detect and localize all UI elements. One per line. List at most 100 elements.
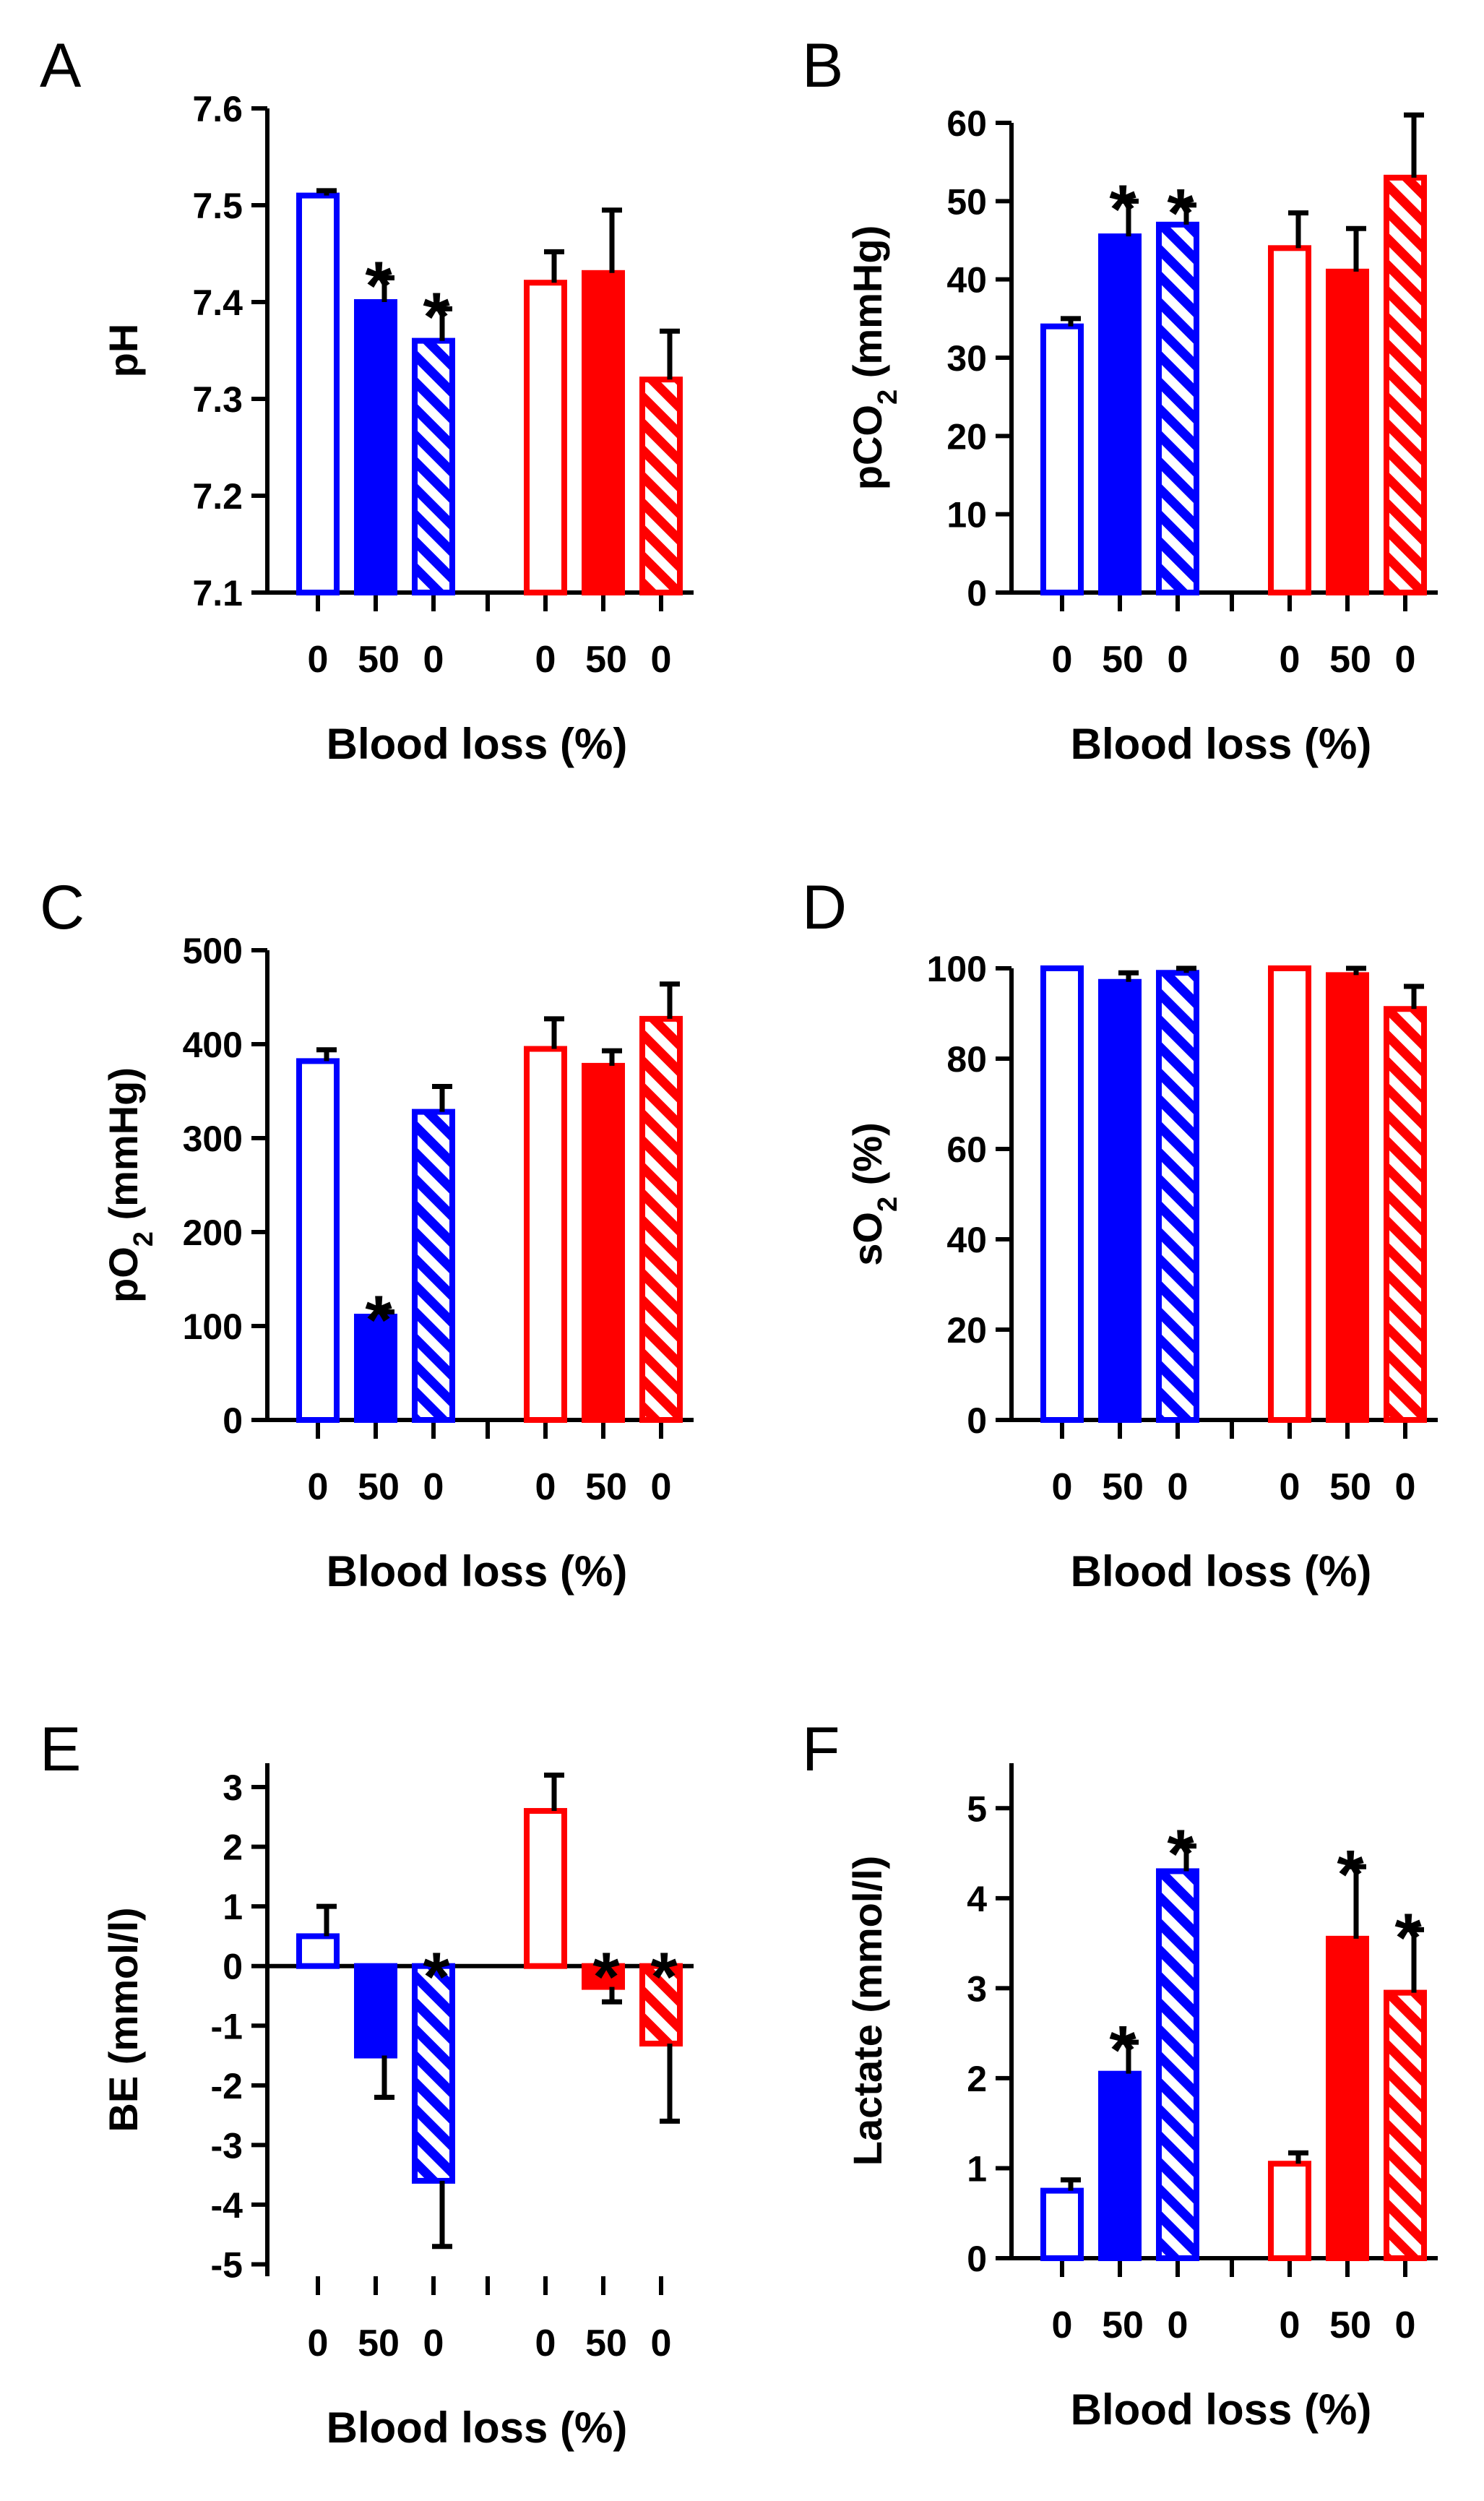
bar-red-baseline [1268, 245, 1311, 595]
y-tick-label: 7.4 [192, 283, 243, 323]
y-tick-label: -3 [211, 2125, 243, 2166]
y-tick-label: 10 [946, 495, 987, 535]
x-category-label: 0 [1168, 639, 1189, 681]
panel-a: A 7.1 7.2 7.3 7.4 7.5 7.6 0 * 50 * 0 0 50 0 Blood loss … [40, 31, 694, 768]
bar-blue-return [1156, 221, 1199, 595]
x-category-label: 0 [1395, 2304, 1416, 2346]
x-axis-label: Blood loss (%) [327, 720, 628, 768]
x-category-label: 50 [1102, 1466, 1144, 1508]
panel-letter: C [40, 873, 85, 942]
x-category-label: 0 [308, 1466, 329, 1508]
y-tick-label: 500 [183, 931, 243, 971]
y-tick-label: 2 [223, 1828, 243, 1868]
bar-red-baseline [1268, 965, 1311, 1423]
bar-blue-return [1156, 970, 1199, 1423]
y-tick-label: 60 [946, 103, 987, 144]
significance-star: * [1167, 1816, 1194, 1893]
y-tick-label: 1 [967, 2148, 987, 2189]
significance-star: * [1109, 2012, 1136, 2089]
y-tick-label: 7.1 [192, 573, 243, 614]
bar-blue-return [412, 1963, 455, 2184]
bar-red-return [639, 376, 683, 595]
bar-red-50 [1326, 268, 1369, 595]
x-category-label: 50 [1329, 639, 1371, 681]
y-tick-label: -2 [211, 2066, 243, 2106]
y-tick-label: 200 [183, 1213, 243, 1253]
y-axis-label: pCO2 (mmHg) [845, 225, 903, 490]
x-axis-label: Blood loss (%) [327, 1547, 628, 1596]
y-axis-label: pO2 (mmHg) [100, 1067, 159, 1303]
bar-blue-baseline [1040, 2187, 1084, 2261]
y-axis-label-part: BE (mmol/l) [100, 1907, 146, 2132]
y-axis-label-part: (mmHg) [100, 1067, 146, 1231]
y-tick-label: 5 [967, 1788, 987, 1829]
y-axis-label: pH [100, 324, 146, 378]
bar-red-50 [582, 1963, 625, 1990]
bar-red-50 [1326, 1935, 1369, 2261]
y-tick-label: 50 [946, 181, 987, 222]
x-category-label: 0 [651, 639, 672, 681]
x-category-label: 50 [585, 2323, 627, 2364]
y-tick-label: 7.6 [192, 89, 243, 129]
x-axis-label: Blood loss (%) [327, 2403, 628, 2452]
bar-blue-50 [354, 1314, 397, 1423]
bar-blue-baseline [1040, 965, 1084, 1423]
bar-red-return [639, 1015, 683, 1423]
x-category-label: 0 [651, 1466, 672, 1508]
x-category-label: 0 [1395, 1466, 1416, 1508]
y-axis-label-part: pO [100, 1247, 146, 1303]
significance-star: * [365, 1282, 392, 1359]
y-axis-label-part: pH [100, 324, 146, 378]
x-axis-label: Blood loss (%) [1071, 2385, 1372, 2434]
panel-d: D 0 20 40 60 80 100 0 50 0 0 50 0 Blood loss (%) sO2 (… [802, 873, 1438, 1596]
y-axis-label: sO2 (%) [845, 1122, 903, 1266]
x-category-label: 50 [585, 1466, 627, 1508]
y-axis-label-subscript: 2 [873, 1197, 903, 1212]
significance-star: * [1394, 1899, 1422, 1976]
x-category-label: 0 [1052, 2304, 1073, 2346]
y-axis-label: Lactate (mmol/l) [845, 1856, 890, 2166]
y-axis-label: BE (mmol/l) [100, 1907, 146, 2132]
y-tick-label: 60 [946, 1129, 987, 1170]
y-tick-label: 40 [946, 260, 987, 301]
significance-star: * [592, 1939, 620, 2016]
bar-blue-baseline [296, 1933, 340, 1969]
y-tick-label: 0 [967, 2239, 987, 2279]
x-category-label: 50 [1102, 2304, 1144, 2346]
bar-blue-50 [1098, 2070, 1142, 2262]
y-tick-label: 300 [183, 1119, 243, 1159]
bar-red-baseline [524, 280, 567, 595]
bar-red-50 [582, 270, 625, 595]
y-tick-label: 3 [223, 1768, 243, 1808]
bar-blue-50 [354, 299, 397, 595]
x-category-label: 0 [308, 2323, 329, 2364]
x-category-label: 0 [1280, 2304, 1300, 2346]
y-tick-label: 1 [223, 1887, 243, 1927]
x-category-label: 0 [1280, 1466, 1300, 1508]
significance-star: * [423, 1939, 450, 2016]
y-tick-label: 20 [946, 1310, 987, 1351]
y-axis-label-subscript: 2 [129, 1231, 159, 1247]
y-tick-label: 80 [946, 1039, 987, 1080]
bar-blue-50 [1098, 978, 1142, 1423]
y-axis-label-subscript: 2 [873, 389, 903, 405]
x-category-label: 0 [651, 2323, 672, 2364]
y-tick-label: 7.5 [192, 186, 243, 226]
panel-letter: D [802, 873, 847, 942]
x-category-label: 0 [308, 639, 329, 681]
panel-e: E -5 -4 -3 -2 -1 0 1 2 3 0 50 * 0 0 * 50 * 0 Blood loss (%)… [40, 1715, 694, 2452]
bar-blue-50 [1098, 233, 1142, 595]
x-axis-label: Blood loss (%) [1071, 1547, 1372, 1596]
y-tick-label: -4 [211, 2185, 243, 2226]
y-axis-label-part: (%) [845, 1122, 890, 1197]
x-category-label: 0 [423, 2323, 444, 2364]
x-category-label: 0 [1052, 1466, 1073, 1508]
panel-letter: B [802, 31, 843, 100]
significance-star: * [650, 1939, 678, 2016]
y-tick-label: 40 [946, 1220, 987, 1260]
x-category-label: 50 [358, 639, 400, 681]
bar-blue-baseline [296, 192, 340, 596]
y-tick-label: 7.3 [192, 379, 243, 420]
